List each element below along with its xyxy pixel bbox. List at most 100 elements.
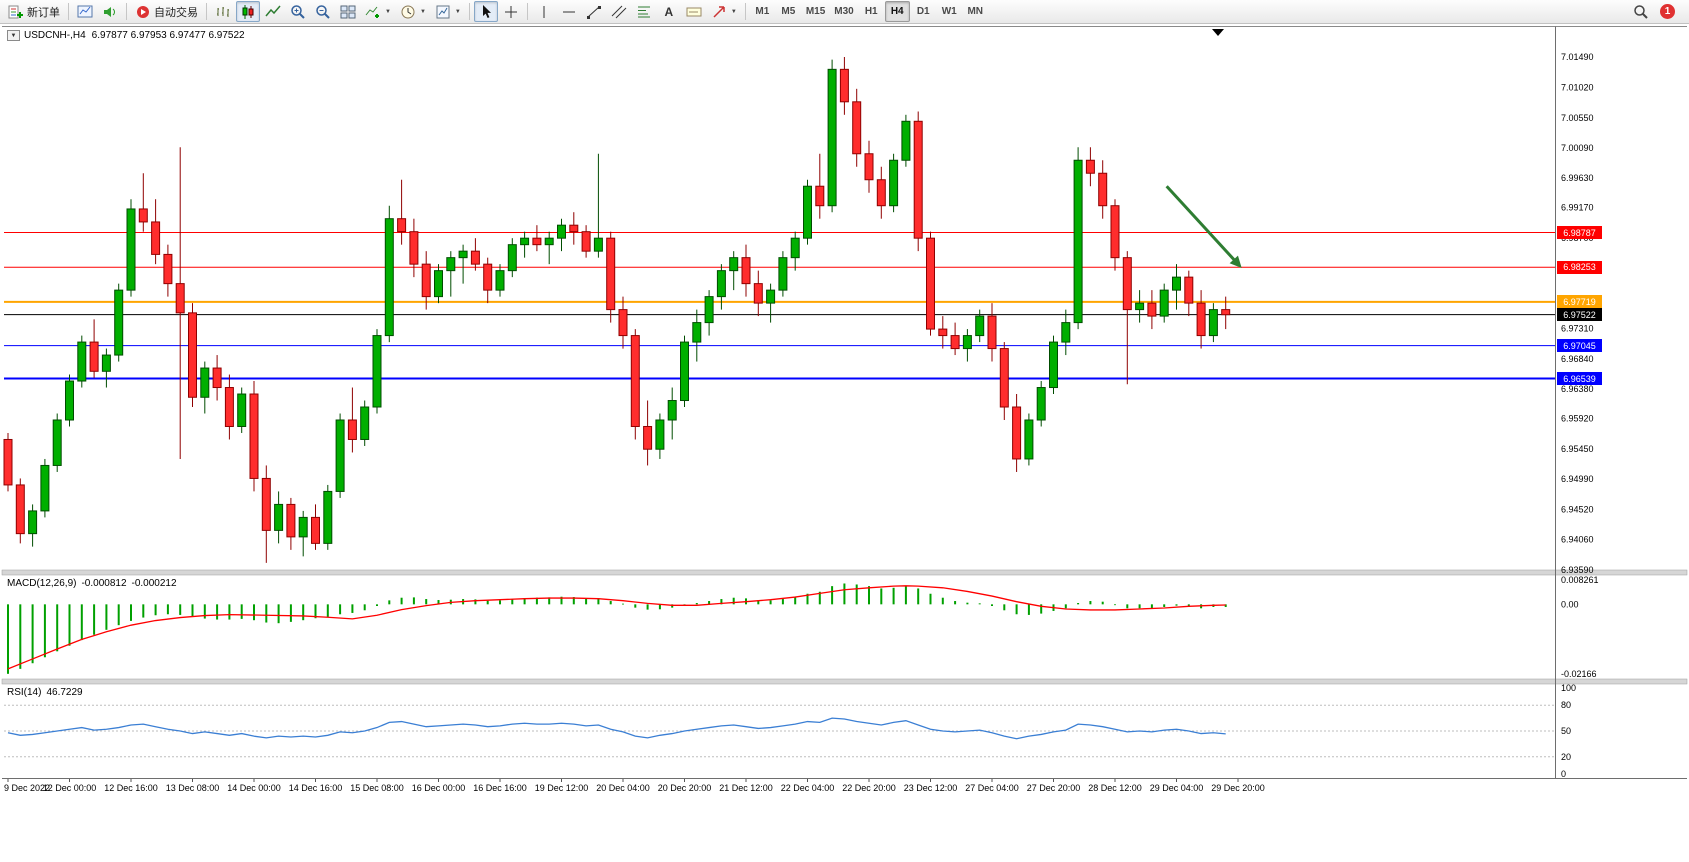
candle-body xyxy=(852,101,862,155)
candle-body xyxy=(311,516,320,544)
line-chart-icon xyxy=(265,4,281,20)
candle-body xyxy=(926,237,935,330)
timeframe-d1[interactable]: D1 xyxy=(911,1,936,22)
main-toolbar: 新订单 自动交易 ▼ ▼ ▼ A ▼ M1 M5 M15 xyxy=(0,0,1689,24)
search-icon xyxy=(1633,4,1649,20)
trendline-tool-button[interactable] xyxy=(582,1,606,22)
macd-bar xyxy=(154,604,157,616)
macd-bar xyxy=(597,598,600,605)
time-axis-label: 9 Dec 2022 xyxy=(4,783,50,793)
bar-chart-type-button[interactable] xyxy=(211,1,235,22)
candle-body xyxy=(409,231,419,265)
macd-bar xyxy=(277,604,280,624)
candle-body xyxy=(28,510,38,535)
price-axis-label: 6.94520 xyxy=(1561,505,1594,515)
label-icon xyxy=(686,4,702,20)
notification-badge[interactable]: 1 xyxy=(1660,4,1675,19)
arrows-tool-button[interactable]: ▼ xyxy=(707,1,741,22)
candle-body xyxy=(790,237,800,259)
fibonacci-tool-button[interactable] xyxy=(632,1,656,22)
crosshair-tool-button[interactable] xyxy=(499,1,523,22)
macd-bar xyxy=(941,597,944,605)
timeframe-h1[interactable]: H1 xyxy=(859,1,884,22)
templates-button[interactable]: ▼ xyxy=(431,1,465,22)
toolbar-divider xyxy=(468,3,470,20)
channel-tool-button[interactable] xyxy=(607,1,631,22)
macd-bar xyxy=(1224,604,1227,607)
macd-name: MACD(12,26,9) xyxy=(7,578,77,589)
candle-body xyxy=(680,341,689,402)
candle-body xyxy=(323,490,333,544)
candle-body xyxy=(495,270,505,291)
candle-body xyxy=(188,312,197,398)
trend-arrow[interactable] xyxy=(1165,185,1238,264)
alerts-button[interactable] xyxy=(98,1,122,22)
macd-axis-label: 0.00 xyxy=(1561,599,1579,609)
macd-bar xyxy=(1027,604,1030,615)
timeframe-w1[interactable]: W1 xyxy=(937,1,962,22)
toolbar-divider xyxy=(526,3,528,20)
crosshair-icon xyxy=(503,4,519,20)
toolbar-divider xyxy=(206,3,207,20)
macd-bar xyxy=(843,583,846,605)
auto-trading-button[interactable]: 自动交易 xyxy=(131,1,202,22)
periods-button[interactable]: ▼ xyxy=(396,1,430,22)
line-chart-type-button[interactable] xyxy=(261,1,285,22)
chart-window-button[interactable] xyxy=(73,1,97,22)
new-order-icon xyxy=(8,4,24,20)
timeframe-m5[interactable]: M5 xyxy=(776,1,801,22)
candle-body xyxy=(569,224,579,233)
symbol-dropdown-icon[interactable]: ▼ xyxy=(7,30,20,41)
arrow-tool-icon xyxy=(711,4,727,20)
trend-arrow-head xyxy=(1229,255,1242,269)
candle-body xyxy=(335,419,345,492)
candle-body xyxy=(753,283,763,304)
macd-bar xyxy=(868,586,870,605)
price-axis-label: 6.96840 xyxy=(1561,354,1594,364)
candle-body xyxy=(237,393,247,427)
time-axis-label: 29 Dec 04:00 xyxy=(1150,783,1204,793)
timeframe-m1[interactable]: M1 xyxy=(750,1,775,22)
candle-body xyxy=(77,341,87,382)
timeframe-mn[interactable]: MN xyxy=(963,1,988,22)
zoom-out-button[interactable] xyxy=(311,1,335,22)
candle-body xyxy=(434,270,443,298)
panel-splitter[interactable] xyxy=(1,678,1688,685)
candle-body xyxy=(212,367,222,389)
time-axis-label: 20 Dec 20:00 xyxy=(658,783,712,793)
search-button[interactable] xyxy=(1629,1,1653,22)
timeframe-m30[interactable]: M30 xyxy=(830,1,857,22)
macd-bar xyxy=(253,604,255,621)
candle-body xyxy=(360,406,370,440)
timeframe-h4[interactable]: H4 xyxy=(884,1,910,22)
new-order-button[interactable]: 新订单 xyxy=(4,1,64,22)
candle-body xyxy=(1098,172,1108,207)
time-axis-label: 27 Dec 20:00 xyxy=(1027,783,1081,793)
vertical-line-tool-button[interactable] xyxy=(532,1,556,22)
zoom-in-button[interactable] xyxy=(286,1,310,22)
tile-windows-button[interactable] xyxy=(336,1,360,22)
cursor-tool-button[interactable] xyxy=(473,1,498,22)
rsi-axis-label: 80 xyxy=(1561,700,1571,710)
timeframe-m15[interactable]: M15 xyxy=(802,1,829,22)
horizontal-line-tool-button[interactable] xyxy=(557,1,581,22)
candlestick-chart-type-button[interactable] xyxy=(236,1,260,22)
macd-bar xyxy=(289,604,292,622)
time-axis-label: 13 Dec 08:00 xyxy=(166,783,220,793)
text-tool-button[interactable]: A xyxy=(657,1,681,22)
chevron-down-icon: ▼ xyxy=(730,8,737,15)
candle-body xyxy=(3,438,13,486)
label-tool-button[interactable] xyxy=(682,1,706,22)
candle-body xyxy=(261,477,271,531)
candle-body xyxy=(274,503,284,531)
candle-body xyxy=(999,348,1009,408)
clock-icon xyxy=(400,4,416,20)
macd-bar xyxy=(203,604,206,619)
macd-axis-label: -0.02166 xyxy=(1561,669,1597,679)
horizontal-line-icon xyxy=(561,4,577,20)
panel-splitter[interactable] xyxy=(1,569,1688,576)
candle-body xyxy=(1036,387,1046,421)
new-chart-button[interactable]: ▼ xyxy=(361,1,395,22)
macd-bar xyxy=(400,597,403,605)
